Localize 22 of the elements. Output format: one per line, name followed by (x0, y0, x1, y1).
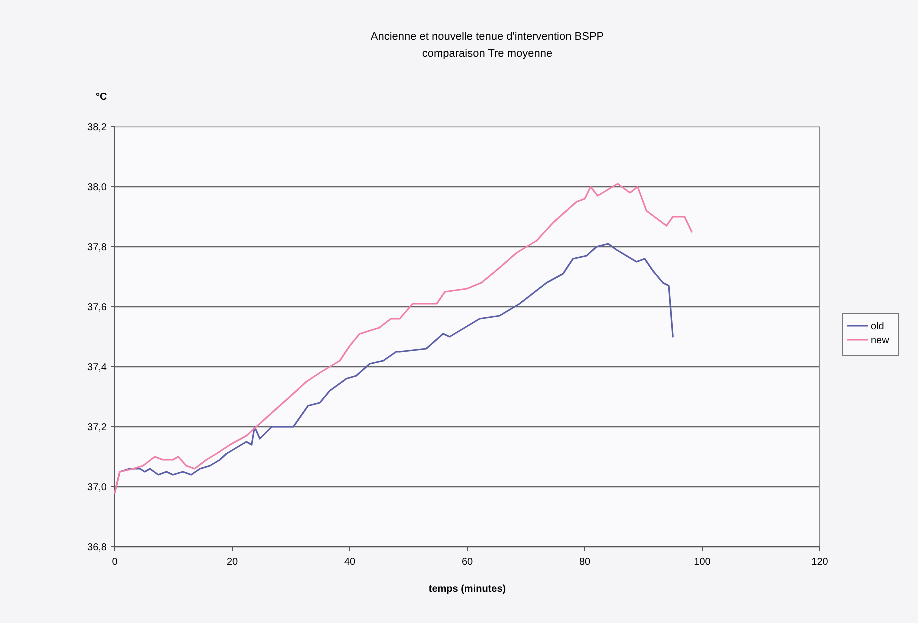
y-tick-label: 37,2 (88, 422, 108, 434)
y-axis-title: °C (96, 92, 108, 103)
x-tick-label: 120 (812, 557, 829, 568)
chart-title: Ancienne et nouvelle tenue d'intervention BSPP (370, 31, 604, 43)
x-tick-label: 100 (694, 557, 712, 568)
chart-subtitle: comparaison Tre moyenne (422, 48, 553, 60)
y-tick-label: 38,0 (88, 182, 108, 194)
y-tick-label: 38,2 (88, 122, 108, 134)
y-tick-label: 37,6 (88, 302, 108, 314)
y-tick-label: 36,8 (88, 542, 108, 554)
y-tick-label: 37,8 (88, 242, 108, 254)
x-tick-label: 60 (462, 557, 474, 568)
x-tick-label: 0 (112, 557, 118, 568)
line-series (114, 183, 693, 494)
legend-label: new (871, 336, 890, 346)
y-tick-label: 37,4 (88, 362, 108, 374)
x-tick-label: 20 (226, 557, 238, 568)
legend-label: old (871, 322, 884, 332)
x-tick-label: 80 (579, 557, 591, 568)
x-tick-label: 40 (344, 557, 356, 568)
x-axis-title: temps (minutes) (428, 584, 506, 595)
y-tick-label: 37,0 (88, 482, 108, 494)
